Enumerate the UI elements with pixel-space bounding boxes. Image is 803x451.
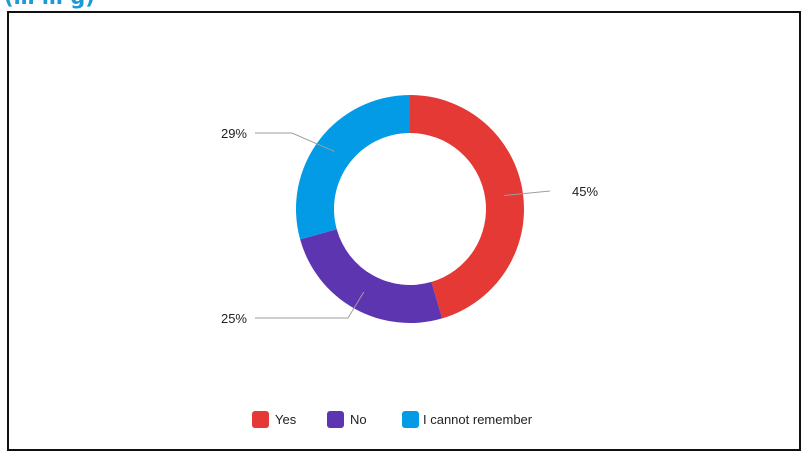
legend-label-yes: Yes — [275, 412, 297, 427]
data-label-i-cannot-remember: 29% — [221, 126, 247, 141]
legend-swatch-i-cannot-remember — [402, 411, 419, 428]
leader-line-no — [255, 291, 365, 319]
legend-label-i-cannot-remember: I cannot remember — [423, 412, 533, 427]
chart-frame — [7, 11, 801, 451]
legend-label-no: No — [350, 412, 367, 427]
legend-swatch-yes — [252, 411, 269, 428]
slice-yes — [410, 94, 525, 319]
data-label-no: 25% — [221, 311, 247, 326]
data-label-yes: 45% — [572, 184, 598, 199]
leader-line-yes — [503, 190, 551, 196]
slice-i-cannot-remember — [295, 95, 410, 240]
slice-no — [300, 229, 443, 324]
leader-line-i-cannot-remember — [255, 132, 335, 152]
legend-swatch-no — [327, 411, 344, 428]
header-fragment: (… … g) — [4, 0, 95, 8]
